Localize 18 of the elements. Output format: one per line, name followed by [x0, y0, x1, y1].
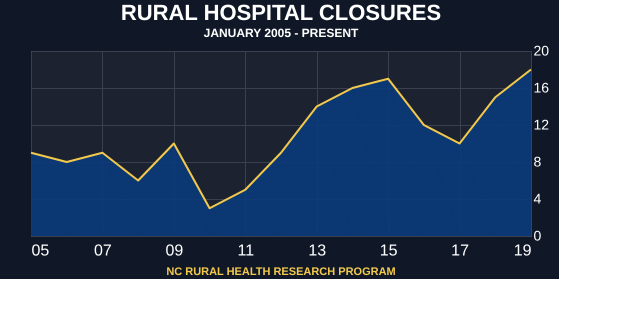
chart-subtitle: JANUARY 2005 - PRESENT [204, 26, 360, 40]
y-tick-label: 8 [534, 154, 542, 170]
x-tick-label: 13 [308, 242, 326, 260]
x-tick-label: 15 [380, 242, 398, 260]
y-tick-label: 0 [534, 228, 542, 244]
y-tick-label: 20 [534, 42, 550, 58]
chart-title: RURAL HOSPITAL CLOSURES [120, 0, 442, 25]
line-series [30, 68, 532, 210]
x-tick-label: 09 [165, 242, 184, 260]
x-tick-label: 17 [451, 242, 470, 260]
y-tick-label: 12 [534, 116, 550, 132]
y-tick-label: 16 [534, 80, 550, 96]
x-tick-label: 11 [237, 242, 254, 260]
y-tick-label: 4 [534, 190, 542, 206]
x-tick-label: 05 [32, 242, 50, 260]
x-tick-label: 07 [94, 242, 112, 260]
x-tick-label: 19 [514, 242, 532, 260]
text: NC RURAL HEALTH RESEARCH PROGRAM [166, 266, 396, 278]
